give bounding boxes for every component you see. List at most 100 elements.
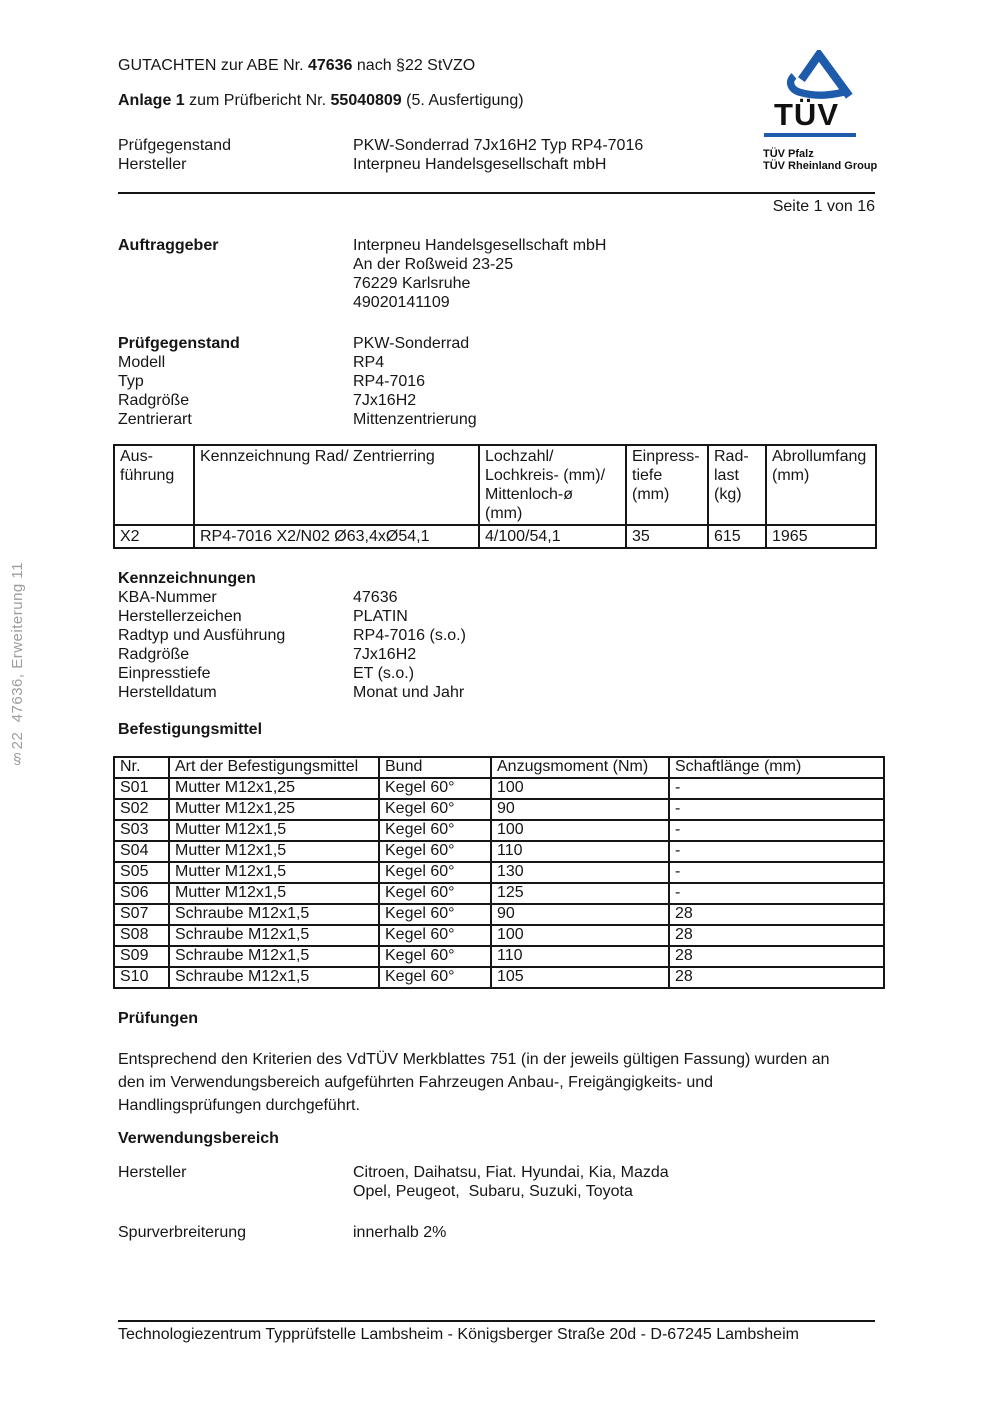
table-cell: -: [668, 882, 885, 905]
annex-copy: (5. Ausfertigung): [401, 92, 524, 109]
radgroesse-label: Radgröße: [118, 392, 190, 409]
document-content: GUTACHTEN zur ABE Nr. 47636 nach §22 StV…: [113, 56, 885, 1242]
verwendung-hersteller-label: Hersteller: [118, 1164, 187, 1181]
table-cell: -: [668, 798, 885, 821]
auftraggeber-address: Interpneu Handelsgesellschaft mbH An der…: [353, 236, 875, 312]
modell-value: RP4: [353, 354, 385, 371]
herstelldatum-label: Herstelldatum: [118, 684, 217, 701]
table-cell: Schraube M12x1,5: [168, 924, 380, 947]
table-cell: Kegel 60°: [378, 861, 492, 884]
tuv-underline: [764, 133, 856, 137]
table-cell: 100: [490, 819, 670, 842]
table-row: S03 Mutter M12x1,5 Kegel 60° 100-: [113, 819, 885, 842]
abe-number: 47636: [307, 57, 353, 74]
table-cell: -: [668, 777, 885, 800]
einpresstiefe-label: Einpresstiefe: [118, 665, 211, 682]
pruefgegenstand-label: Prüfgegenstand: [118, 137, 231, 154]
table-cell: 130: [490, 861, 670, 884]
table-cell: -: [668, 819, 885, 842]
table-cell: Schraube M12x1,5: [168, 945, 380, 968]
column-header-einpresstiefe: Einpress- tiefe (mm): [625, 444, 709, 526]
table-cell: Mutter M12x1,5: [168, 840, 380, 863]
annex-line: Anlage 1 zum Prüfbericht Nr. 55040809 (5…: [118, 91, 875, 110]
column-header-lochzahl: Lochzahl/ Lochkreis- (mm)/ Mittenloch-ø …: [478, 444, 627, 526]
table-row: S10 Schraube M12x1,5 Kegel 60° 105 28: [113, 966, 885, 989]
table-cell: 110: [490, 840, 670, 863]
verwendungsbereich-heading: Verwendungsbereich: [118, 1130, 279, 1147]
footer: Technologiezentrum Typprüfstelle Lambshe…: [118, 1320, 875, 1344]
table-cell: 90: [490, 798, 670, 821]
tuv-wordmark: TÜV: [774, 97, 839, 132]
table-cell: Kegel 60°: [378, 798, 492, 821]
pruefungen-heading: Prüfungen: [118, 1010, 198, 1027]
kba-nummer-value: 47636: [353, 589, 398, 606]
pruefgegenstand-value: PKW-Sonderrad 7Jx16H2 Typ RP4-7016: [353, 137, 644, 154]
spurverbreiterung-row: Spurverbreiterung innerhalb 2%: [118, 1223, 875, 1242]
zentrierart-value: Mittenzentrierung: [353, 411, 477, 428]
befestigungsmittel-heading: Befestigungsmittel: [118, 721, 263, 738]
radtyp-value: RP4-7016 (s.o.): [353, 627, 466, 644]
befestigungsmittel-header-row: Nr. Art der Befestigungsmittel Bund Anzu…: [113, 756, 885, 779]
column-header-radlast: Rad- last (kg): [707, 444, 767, 526]
table-cell: S07: [113, 903, 170, 926]
auftraggeber-line: 76229 Karlsruhe: [353, 275, 471, 292]
table-cell: 105: [490, 966, 670, 989]
title-text: GUTACHTEN zur ABE Nr.: [118, 57, 308, 74]
table-cell: 28: [668, 924, 885, 947]
table-cell: Mutter M12x1,5: [168, 861, 380, 884]
table-cell: Kegel 60°: [378, 882, 492, 905]
pruefgegenstand-section-label: Prüfgegenstand: [118, 335, 240, 352]
table-cell: 100: [490, 924, 670, 947]
footer-address: Technologiezentrum Typprüfstelle Lambshe…: [118, 1326, 799, 1343]
zentrierart-label: Zentrierart: [118, 411, 192, 428]
herstelldatum-value: Monat und Jahr: [353, 684, 465, 701]
column-header-bund: Bund: [378, 756, 492, 779]
header-divider: [118, 192, 875, 194]
table-row: S05 Mutter M12x1,5 Kegel 60° 130-: [113, 861, 885, 884]
kba-nummer-label: KBA-Nummer: [118, 589, 217, 606]
ausfuehrung-table: Aus- führung Kennzeichnung Rad/ Zentrier…: [113, 444, 877, 549]
table-row: X2 RP4-7016 X2/N02 Ø63,4xØ54,1 4/100/54,1 3…: [113, 524, 877, 549]
auftraggeber-section: Auftraggeber Interpneu Handelsgesellscha…: [118, 236, 875, 312]
kennzeichnungen-heading: Kennzeichnungen: [118, 570, 256, 587]
column-header-nr: Nr.: [113, 756, 170, 779]
table-cell: Kegel 60°: [378, 903, 492, 926]
table-cell: S01: [113, 777, 170, 800]
table-cell: Mutter M12x1,5: [168, 819, 380, 842]
table-row: S09 Schraube M12x1,5 Kegel 60° 110 28: [113, 945, 885, 968]
column-header-ausfuehrung: Aus- führung: [113, 444, 195, 526]
table-row: S07 Schraube M12x1,5 Kegel 60° 90 28: [113, 903, 885, 926]
modell-label: Modell: [118, 354, 166, 371]
einpresstiefe-value: ET (s.o.): [353, 665, 415, 682]
table-cell: S08: [113, 924, 170, 947]
table-row: S02 Mutter M12x1,25 Kegel 60° 90-: [113, 798, 885, 821]
pruefgegenstand-section: Prüfgegenstand PKW-Sonderrad Modell RP4 …: [118, 334, 875, 429]
radgroesse-kennz-label: Radgröße: [118, 646, 190, 663]
annex-label: Anlage 1: [118, 92, 185, 109]
table-cell: 125: [490, 882, 670, 905]
column-header-abrollumfang: Abrollumfang (mm): [765, 444, 877, 526]
table-cell: Mutter M12x1,25: [168, 777, 380, 800]
table-cell: 100: [490, 777, 670, 800]
table-cell: X2: [113, 524, 195, 549]
table-cell: S09: [113, 945, 170, 968]
table-row: S01 Mutter M12x1,25 Kegel 60° 100-: [113, 777, 885, 800]
spurverbreiterung-label: Spurverbreiterung: [118, 1224, 247, 1241]
hersteller-line: Opel, Peugeot, Subaru, Suzuki, Toyota: [353, 1183, 633, 1200]
table-row: S08 Schraube M12x1,5 Kegel 60° 100 28: [113, 924, 885, 947]
herstellerzeichen-value: PLATIN: [353, 608, 408, 625]
table-cell: 615: [707, 524, 767, 549]
table-cell: Kegel 60°: [378, 966, 492, 989]
auftraggeber-line: Interpneu Handelsgesellschaft mbH: [353, 237, 607, 254]
auftraggeber-label: Auftraggeber: [118, 237, 219, 254]
spurverbreiterung-value: innerhalb 2%: [353, 1224, 447, 1241]
typ-value: RP4-7016: [353, 373, 426, 390]
table-row: S06 Mutter M12x1,5 Kegel 60° 125-: [113, 882, 885, 905]
table-cell: Kegel 60°: [378, 777, 492, 800]
table-cell: Kegel 60°: [378, 819, 492, 842]
befestigungsmittel-table: Nr. Art der Befestigungsmittel Bund Anzu…: [113, 756, 885, 989]
table-cell: -: [668, 861, 885, 884]
verwendung-hersteller-list: Citroen, Daihatsu, Fiat. Hyundai, Kia, M…: [353, 1163, 875, 1201]
tuv-rheinland-group-label: TÜV Rheinland Group: [763, 160, 878, 172]
hersteller-label: Hersteller: [118, 156, 187, 173]
